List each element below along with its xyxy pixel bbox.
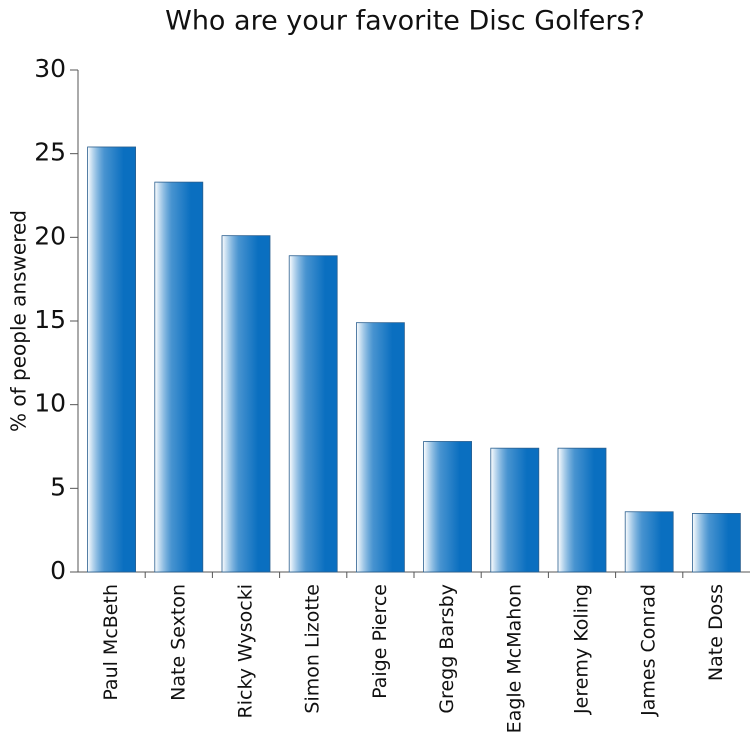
x-tick-label: Gregg Barsby — [436, 584, 458, 714]
bar — [355, 322, 405, 573]
bar — [221, 235, 271, 573]
y-axis-label: % of people answered — [7, 210, 31, 432]
x-tick-label: Simon Lizotte — [302, 584, 324, 714]
y-tick-label: 25 — [34, 138, 66, 167]
y-tick-label: 15 — [34, 305, 66, 334]
x-tick-label: Ricky Wysocki — [235, 584, 257, 718]
y-tick-label: 20 — [34, 221, 66, 250]
y-tick-label: 10 — [34, 389, 66, 418]
y-tick-label: 30 — [34, 54, 66, 83]
bar — [692, 513, 741, 573]
bar — [624, 511, 674, 573]
chart-title: Who are your favorite Disc Golfers? — [165, 6, 645, 37]
x-tick-label: Eagle McMahon — [503, 584, 525, 733]
bar — [87, 146, 136, 573]
bar — [490, 447, 540, 573]
bar — [154, 181, 204, 573]
y-tick-label: 0 — [50, 556, 66, 585]
x-tick-label: Paul McBeth — [100, 584, 122, 701]
bar — [288, 255, 338, 573]
x-tick-label: Nate Sexton — [167, 584, 189, 701]
y-tick-label: 5 — [50, 472, 66, 501]
bar — [557, 447, 607, 573]
bar — [423, 441, 473, 573]
x-tick-label: Jeremy Koling — [571, 584, 593, 715]
x-tick-label: James Conrad — [638, 584, 660, 717]
x-tick-label: Paige Pierce — [369, 584, 391, 699]
x-tick-label: Nate Doss — [705, 584, 727, 681]
